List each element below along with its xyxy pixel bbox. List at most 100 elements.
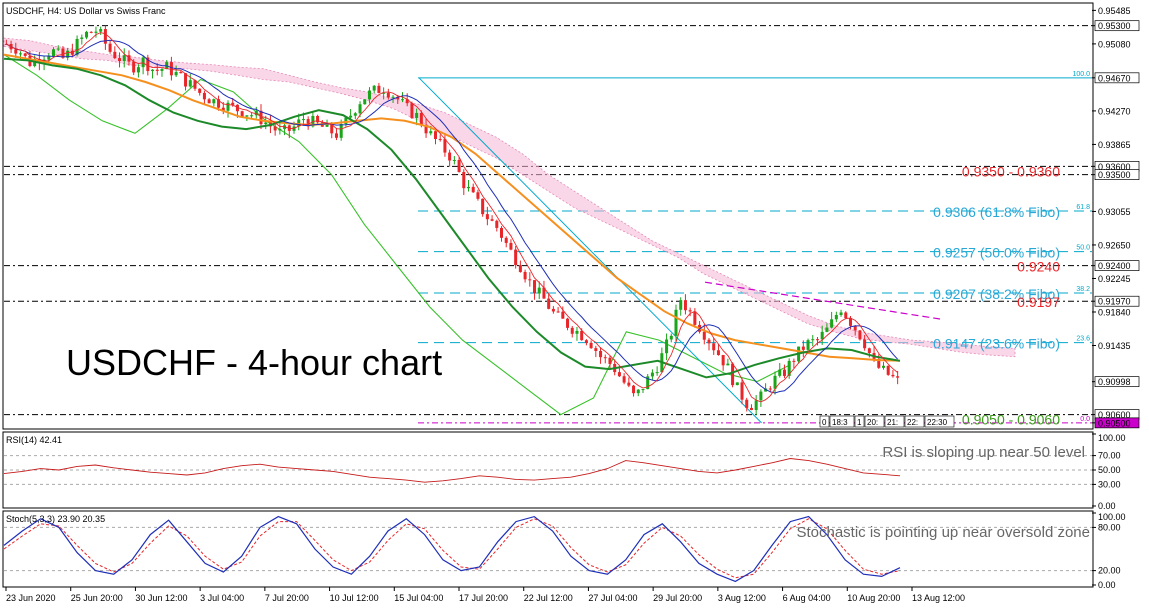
candle-body (438, 139, 442, 141)
candle-body (462, 171, 466, 189)
candle-body (485, 214, 489, 220)
stoch-d-line (3, 518, 901, 579)
candle-body (896, 376, 900, 378)
price-tick-label: 0.92650 (1098, 240, 1131, 250)
candle-body (457, 159, 461, 172)
candle-body (646, 376, 650, 390)
x-tick-label: 13 Aug 12:00 (912, 593, 965, 603)
fib-ratio-label-7: 38.2 (1076, 286, 1090, 293)
chikou-span-line (3, 54, 791, 416)
tenkan-line (6, 32, 898, 403)
candle-body (490, 219, 494, 221)
candle-body (806, 340, 810, 350)
candle-body (264, 122, 268, 125)
candle-body (334, 133, 338, 138)
candle-body (523, 271, 527, 280)
x-tick-label: 15 Jul 04:00 (394, 593, 443, 603)
rsi-layer (3, 455, 1092, 485)
stoch-tick-label: 80.00 (1098, 522, 1121, 532)
price-tick-box (1094, 169, 1140, 180)
candle-body (273, 126, 277, 131)
time-scale-cell (819, 415, 830, 428)
candle-body (429, 131, 433, 134)
candle-body (740, 382, 744, 400)
resistance-trendline (704, 281, 941, 320)
candle-body (113, 51, 117, 59)
candle-body (877, 358, 881, 368)
candle-body (815, 339, 819, 341)
stoch-panel-frame (2, 510, 1094, 588)
candle-body (122, 55, 126, 62)
candle-body (721, 355, 725, 366)
candle-body (448, 152, 452, 161)
candle-body (655, 372, 659, 374)
price-panel-frame (2, 2, 1094, 430)
candle-body (254, 110, 258, 116)
rsi-line (3, 458, 901, 483)
price-tick-label: 0.93865 (1098, 140, 1131, 150)
price-tick-label: 0.94670 (1098, 73, 1131, 83)
kijun-line (6, 39, 898, 394)
candle-body (240, 111, 244, 117)
rsi-tick-label: 100.00 (1098, 433, 1126, 443)
candle-body (136, 67, 140, 73)
candle-body (297, 119, 301, 127)
stoch-tick-label: 100.00 (1098, 512, 1126, 522)
candle-body (650, 372, 654, 377)
candle-body (504, 237, 508, 243)
candle-body (466, 186, 471, 189)
candle-body (301, 119, 305, 121)
candle-body (325, 123, 329, 127)
candle-body (184, 73, 188, 87)
candle-body (891, 374, 895, 377)
candle-body (712, 343, 716, 351)
candle-body (278, 128, 282, 131)
price-tick-label: 0.90998 (1098, 377, 1131, 387)
candle-body (881, 365, 886, 368)
time-scale-label-0: 0 (822, 418, 827, 427)
symbol-header: USDCHF, H4: US Dollar vs Swiss Franc (6, 6, 166, 16)
price-tick-label: 0.91970 (1098, 297, 1131, 307)
candle-body (768, 388, 772, 390)
time-scale-cell (854, 415, 865, 428)
candle-body (339, 124, 343, 138)
candle-body (155, 69, 159, 71)
candle-body (75, 38, 79, 55)
candle-body (160, 69, 164, 71)
stoch-tick-label: 0.00 (1098, 580, 1116, 590)
candle-body (848, 318, 852, 326)
candle-body (759, 391, 763, 401)
candle-body (419, 112, 423, 125)
candle-body (688, 310, 692, 312)
x-tick-label: 27 Jul 04:00 (588, 593, 637, 603)
candle-body (745, 399, 749, 408)
axis-layer: 0.95485 0.95300 0.95080 0.94670 0.94270 0.938… (5, 6, 1140, 603)
candle-body (495, 220, 499, 228)
candle-body (603, 357, 607, 359)
candle-body (377, 85, 381, 94)
candle-body (617, 372, 621, 377)
candle-body (353, 113, 357, 116)
candle-body (636, 389, 640, 394)
price-annotation-7: 0.9050 - 0.9060 (962, 412, 1060, 428)
candle-body (56, 48, 60, 50)
candle-body (179, 72, 183, 74)
x-tick-label: 22 Jul 12:00 (524, 593, 573, 603)
candle-body (782, 369, 786, 376)
candle-body (542, 287, 546, 299)
candle-body (306, 119, 310, 127)
candle-body (47, 56, 51, 60)
candle-body (801, 346, 805, 350)
candle-body (471, 186, 475, 193)
candle-body (754, 400, 758, 410)
price-annotation-0: 0.9350 - 0.9360 (962, 163, 1060, 179)
rsi-note: RSI is sloping up near 50 level (882, 444, 1085, 461)
candle-body (330, 123, 334, 134)
x-tick-label: 17 Jul 20:00 (459, 593, 508, 603)
candle-body (103, 29, 107, 44)
price-annotation-2: 0.9257 (50.0% Fibo) (933, 245, 1060, 261)
candle-body (641, 389, 645, 391)
candle-body (518, 265, 522, 272)
